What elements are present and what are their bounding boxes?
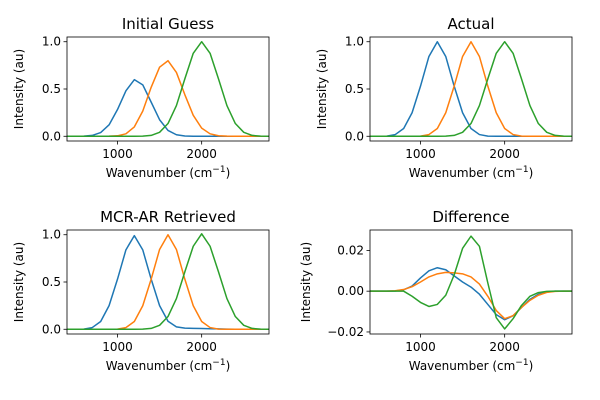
x-tick-label: 1000 xyxy=(405,147,436,161)
y-tick-label: 0.0 xyxy=(42,129,61,143)
series-line-3 xyxy=(370,40,573,138)
x-tick-label: 2000 xyxy=(489,340,520,354)
chart-title: MCR-AR Retrieved xyxy=(100,208,236,226)
y-tick-label: 0.02 xyxy=(337,243,364,257)
series-line-3 xyxy=(67,40,270,138)
y-tick-label: 0.5 xyxy=(42,275,61,289)
x-tick-label: 1000 xyxy=(102,340,133,354)
chart-title: Actual xyxy=(448,15,495,33)
chart-title: Initial Guess xyxy=(122,15,214,33)
chart-panel-3: MCR-AR Retrieved 1000 2000 0.0 0.5 1.0 Wavenum… xyxy=(12,208,270,373)
x-axis-label: Wavenumber (cm−1) xyxy=(409,358,534,373)
y-tick-label: 1.0 xyxy=(42,35,61,49)
y-tick-label: 1.0 xyxy=(345,35,364,49)
y-tick-label: 0.0 xyxy=(345,129,364,143)
y-tick-label: −0.02 xyxy=(327,325,364,339)
y-tick-label: 0.00 xyxy=(337,284,364,298)
y-tick-label: 0.5 xyxy=(42,82,61,96)
axes-frame xyxy=(369,229,573,335)
series-line-3 xyxy=(370,235,572,330)
y-tick-label: 0.5 xyxy=(345,82,364,96)
y-axis-label: Intensity (au) xyxy=(315,49,329,129)
chart-panel-2: Actual 1000 2000 0.0 0.5 1.0 Wavenumber (cm−1)… xyxy=(315,15,573,180)
x-tick-label: 2000 xyxy=(489,147,520,161)
axes-frame xyxy=(369,36,573,142)
y-axis-label: Intensity (au) xyxy=(12,49,26,129)
chart-title: Difference xyxy=(432,208,509,226)
y-axis-label: Intensity (au) xyxy=(299,242,313,322)
series-line-3 xyxy=(67,233,270,331)
y-axis-label: Intensity (au) xyxy=(12,242,26,322)
x-tick-label: 2000 xyxy=(186,147,217,161)
y-tick-label: 1.0 xyxy=(42,228,61,242)
series-line-2 xyxy=(370,271,572,320)
x-axis-label: Wavenumber (cm−1) xyxy=(106,358,231,373)
x-tick-label: 1000 xyxy=(405,340,436,354)
x-axis-label: Wavenumber (cm−1) xyxy=(409,165,534,180)
series-line-2 xyxy=(67,59,269,138)
chart-panel-1: Initial Guess 1000 2000 0.0 0.5 1.0 Wavenumber… xyxy=(12,15,270,180)
x-axis-label: Wavenumber (cm−1) xyxy=(106,165,231,180)
y-tick-label: 0.0 xyxy=(42,322,61,336)
axes-frame xyxy=(66,229,270,335)
axes-frame xyxy=(66,36,270,142)
x-tick-label: 1000 xyxy=(102,147,133,161)
x-tick-label: 2000 xyxy=(186,340,217,354)
chart-panel-4: Difference 1000 2000 −0.02 0.00 0.02 Wavenumbe… xyxy=(299,208,573,373)
